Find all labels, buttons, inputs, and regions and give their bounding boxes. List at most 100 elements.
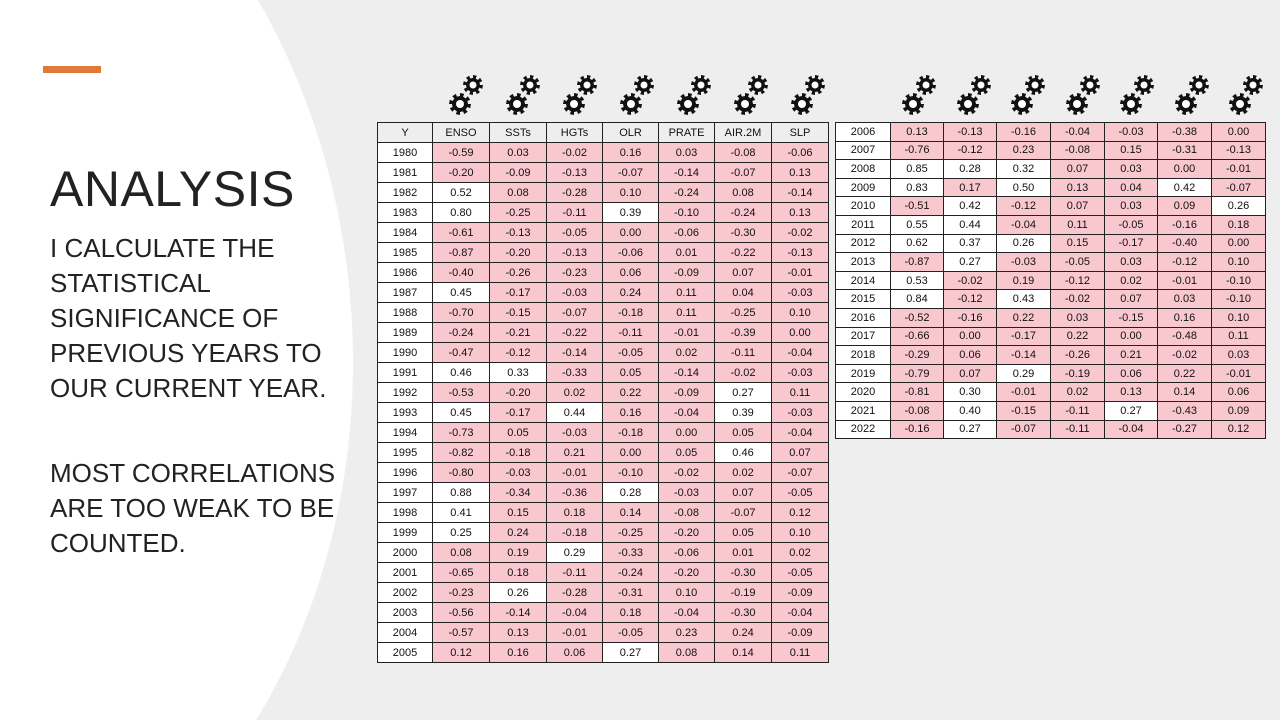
table-row: 2022 -0.16 0.27 -0.07 -0.11 -0.04 -0.27 0.12 <box>835 419 1266 440</box>
value-cell: 0.13 <box>1104 382 1158 402</box>
gears-icon <box>503 72 543 118</box>
gears-icon <box>1063 72 1103 118</box>
value-cell: -0.03 <box>771 402 829 423</box>
value-cell: -0.80 <box>432 462 490 483</box>
value-cell: -0.29 <box>890 345 944 365</box>
value-cell: -0.07 <box>1211 177 1266 198</box>
table-row: 2016 -0.52 -0.16 0.22 0.03 -0.15 0.16 0.10 <box>835 307 1266 328</box>
value-cell: -0.13 <box>1211 140 1266 161</box>
value-cell: -0.20 <box>489 382 547 403</box>
value-cell: 0.12 <box>1211 419 1266 440</box>
value-cell: -0.02 <box>1157 345 1212 365</box>
value-cell: -0.16 <box>1157 214 1212 235</box>
value-cell: -0.27 <box>1157 419 1212 440</box>
table-row: 2013 -0.87 0.27 -0.03 -0.05 0.03 -0.12 0.10 <box>835 252 1266 272</box>
value-cell: -0.07 <box>996 419 1051 440</box>
value-cell: -0.39 <box>714 322 772 343</box>
value-cell: 0.15 <box>1104 140 1158 161</box>
gears-icon <box>446 72 486 118</box>
value-cell: 0.07 <box>1050 196 1105 216</box>
value-cell: -0.09 <box>658 262 715 283</box>
value-cell: 0.00 <box>602 222 659 243</box>
table-row: 1998 0.41 0.15 0.18 0.14 -0.08 -0.07 0.12 <box>377 502 829 523</box>
value-cell: 0.00 <box>771 322 829 343</box>
value-cell: -0.03 <box>546 282 603 303</box>
value-cell: -0.07 <box>546 302 603 323</box>
gears-icon <box>954 72 994 118</box>
value-cell: -0.56 <box>432 602 490 623</box>
value-cell: 0.10 <box>1211 252 1266 272</box>
value-cell: -0.24 <box>658 182 715 203</box>
value-cell: -0.03 <box>658 482 715 503</box>
value-cell: 0.27 <box>714 382 772 403</box>
value-cell: 0.84 <box>890 289 944 309</box>
year-cell: 1997 <box>377 482 433 503</box>
year-cell: 2006 <box>835 122 891 142</box>
value-cell: 0.08 <box>658 642 715 663</box>
value-cell: -0.01 <box>546 462 603 483</box>
value-cell: -0.40 <box>1157 233 1212 254</box>
value-cell: -0.76 <box>890 140 944 161</box>
value-cell: -0.16 <box>890 419 944 440</box>
value-cell: 0.00 <box>1211 122 1266 142</box>
value-cell: 0.16 <box>602 142 659 163</box>
value-cell: -0.04 <box>996 214 1051 235</box>
value-cell: 0.13 <box>771 202 829 223</box>
value-cell: -0.05 <box>1104 214 1158 235</box>
value-cell: 0.04 <box>714 282 772 303</box>
value-cell: 0.02 <box>658 342 715 363</box>
value-cell: -0.13 <box>771 242 829 263</box>
year-cell: 2008 <box>835 159 891 179</box>
table-row: 1993 0.45 -0.17 0.44 0.16 -0.04 0.39 -0.03 <box>377 402 829 423</box>
value-cell: -0.01 <box>658 322 715 343</box>
value-cell: -0.03 <box>771 282 829 303</box>
value-cell: 0.18 <box>546 502 603 523</box>
value-cell: -0.01 <box>1211 159 1266 179</box>
year-cell: 2018 <box>835 345 891 365</box>
year-cell: 2022 <box>835 419 891 440</box>
value-cell: 0.22 <box>1157 363 1212 384</box>
value-cell: -0.51 <box>890 196 944 216</box>
value-cell: 0.14 <box>602 502 659 523</box>
value-cell: -0.05 <box>546 222 603 243</box>
value-cell: 0.00 <box>602 442 659 463</box>
value-cell: -0.18 <box>489 442 547 463</box>
value-cell: -0.24 <box>714 202 772 223</box>
value-cell: 0.16 <box>1157 307 1212 328</box>
year-cell: 2010 <box>835 196 891 216</box>
value-cell: 0.13 <box>890 122 944 142</box>
value-cell: -0.18 <box>602 302 659 323</box>
value-cell: 0.42 <box>943 196 997 216</box>
value-cell: 0.27 <box>1104 400 1158 421</box>
value-cell: -0.11 <box>546 202 603 223</box>
value-cell: -0.10 <box>602 462 659 483</box>
table-row: 2019 -0.79 0.07 0.29 -0.19 0.06 0.22 -0.01 <box>835 363 1266 384</box>
value-cell: 0.06 <box>546 642 603 663</box>
table-row: 1990 -0.47 -0.12 -0.14 -0.05 0.02 -0.11 -0.04 <box>377 342 829 363</box>
body-paragraph-2: MOST CORRELATIONS ARE TOO WEAK TO BE COU… <box>50 458 336 558</box>
table-row: 1980 -0.59 0.03 -0.02 0.16 0.03 -0.08 -0.06 <box>377 142 829 163</box>
value-cell: -0.10 <box>1211 270 1266 291</box>
value-cell: -0.20 <box>489 242 547 263</box>
value-cell: 0.28 <box>602 482 659 503</box>
value-cell: -0.17 <box>489 282 547 303</box>
value-cell: 0.88 <box>432 482 490 503</box>
value-cell: 0.13 <box>771 162 829 183</box>
year-cell: 2014 <box>835 270 891 291</box>
value-cell: 0.40 <box>943 400 997 421</box>
year-cell: 1991 <box>377 362 433 383</box>
table-row: 2017 -0.66 0.00 -0.17 0.22 0.00 -0.48 0.11 <box>835 326 1266 347</box>
table-row: 2010 -0.51 0.42 -0.12 0.07 0.03 0.09 0.26 <box>835 196 1266 216</box>
table-row: 1985 -0.87 -0.20 -0.13 -0.06 0.01 -0.22 -0.13 <box>377 242 829 263</box>
table-row: 2008 0.85 0.28 0.32 0.07 0.03 0.00 -0.01 <box>835 159 1266 179</box>
year-cell: 1988 <box>377 302 433 323</box>
table-row: 2003 -0.56 -0.14 -0.04 0.18 -0.04 -0.30 -0.04 <box>377 602 829 623</box>
value-cell: 0.50 <box>996 177 1051 198</box>
value-cell: 0.25 <box>432 522 490 543</box>
year-cell: 2021 <box>835 400 891 421</box>
value-cell: 0.80 <box>432 202 490 223</box>
gears-icon <box>560 72 600 118</box>
value-cell: -0.02 <box>771 222 829 243</box>
value-cell: -0.17 <box>996 326 1051 347</box>
value-cell: -0.02 <box>1050 289 1105 309</box>
